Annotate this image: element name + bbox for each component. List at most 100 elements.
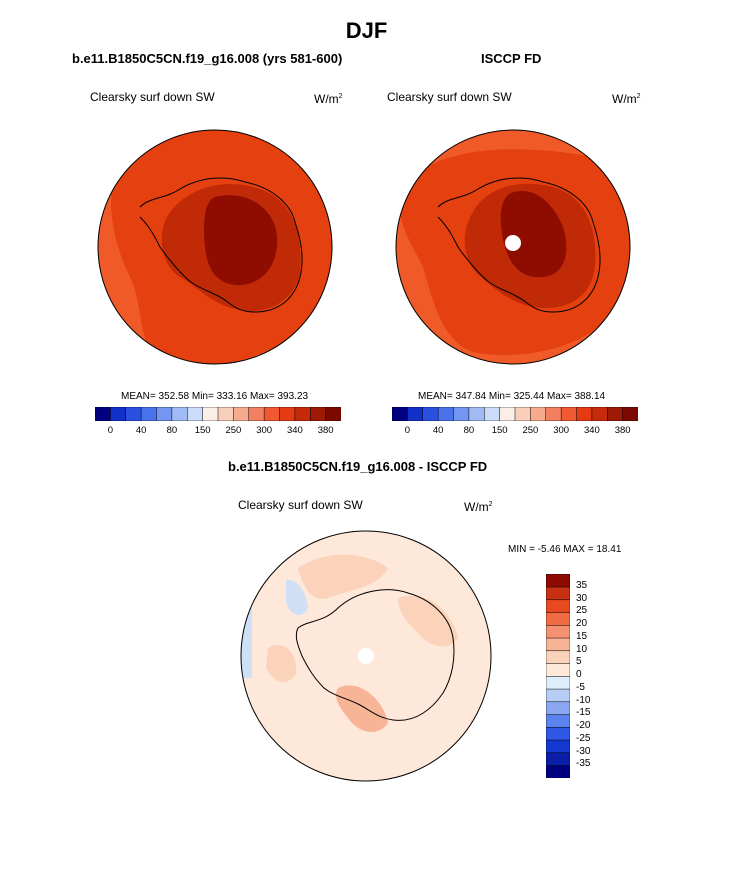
- panel3-field-edge-negative-right: [468, 548, 491, 588]
- colorbar-swatch: [546, 739, 570, 754]
- colorbar-swatch: [514, 407, 531, 421]
- colorbar-tick-label: 340: [583, 425, 600, 436]
- colorbar-swatch: [156, 407, 173, 421]
- panel3-coastline: [295, 589, 455, 721]
- colorbar-tick-label: 300: [256, 425, 273, 436]
- panel3-colorbar: [546, 574, 570, 778]
- colorbar-swatch: [325, 407, 341, 421]
- colorbar-swatch: [248, 407, 265, 421]
- colorbar-tick-label: -5: [576, 681, 585, 693]
- colorbar-tick-label: 20: [576, 618, 588, 629]
- panel3-polar-map: [240, 530, 492, 782]
- colorbar-swatch: [546, 637, 570, 652]
- colorbar-swatch: [468, 407, 485, 421]
- colorbar-tick-label: -35: [576, 758, 591, 770]
- colorbar-swatch: [576, 407, 593, 421]
- colorbar-tick-label: 15: [576, 630, 588, 642]
- colorbar-swatch: [453, 407, 470, 421]
- panel3-field-patch-c: [336, 685, 388, 733]
- colorbar-tick-label: 0: [107, 425, 114, 436]
- colorbar-swatch: [546, 650, 570, 664]
- colorbar-swatch: [437, 407, 455, 421]
- colorbar-swatch: [530, 407, 547, 421]
- panel2-pole-hole: [505, 235, 521, 251]
- colorbar-swatch: [422, 407, 439, 421]
- page-title: DJF: [345, 18, 388, 43]
- colorbar-swatch: [95, 407, 111, 421]
- panel2-polar-map: [395, 129, 631, 365]
- panel1-colorbar-ticks: 0 40 80 150 250 300 340 380: [95, 425, 341, 439]
- colorbar-swatch: [202, 407, 219, 421]
- panel2-field-plateau: [500, 191, 567, 278]
- colorbar-swatch: [546, 574, 570, 588]
- colorbar-swatch: [546, 612, 570, 626]
- colorbar-tick-label: 300: [553, 425, 570, 436]
- panel1-polar-map: [97, 129, 333, 365]
- panel1-title: b.e11.B1850C5CN.f19_g16.008 (yrs 581-600…: [72, 51, 343, 66]
- panel3-title: b.e11.B1850C5CN.f19_g16.008 - ISCCP FD: [228, 459, 488, 474]
- colorbar-swatch: [546, 714, 570, 728]
- colorbar-swatch: [187, 407, 204, 421]
- panel3-units-label: W/m2: [464, 500, 493, 514]
- colorbar-swatch: [310, 407, 327, 421]
- panel2-variable-label: Clearsky surf down SW: [387, 90, 512, 104]
- colorbar-tick-label: 0: [404, 425, 411, 436]
- colorbar-swatch: [546, 586, 570, 601]
- panel1-units-label: W/m2: [314, 92, 343, 106]
- panel2-units-label: W/m2: [612, 92, 641, 106]
- colorbar-tick-label: 150: [194, 425, 211, 436]
- panel1-field-plateau: [204, 195, 278, 286]
- colorbar-tick-label: 250: [225, 425, 242, 436]
- colorbar-swatch: [591, 407, 608, 421]
- colorbar-swatch: [233, 407, 250, 421]
- colorbar-swatch: [407, 407, 424, 421]
- colorbar-tick-label: -20: [576, 720, 591, 731]
- colorbar-swatch: [171, 407, 188, 421]
- panel3-stats: MIN = -5.46 MAX = 18.41: [508, 544, 622, 555]
- colorbar-tick-label: 250: [522, 425, 539, 436]
- panel3-field-edge-negative-left: [241, 608, 252, 678]
- panel2-coastline: [437, 177, 601, 313]
- colorbar-swatch: [546, 663, 570, 677]
- panel3-field-negative: [286, 579, 308, 616]
- colorbar-tick-label: 80: [166, 425, 178, 436]
- colorbar-swatch: [484, 407, 501, 421]
- colorbar-swatch: [546, 701, 570, 715]
- panel1-colorbar: [95, 407, 341, 421]
- colorbar-swatch: [546, 765, 570, 778]
- colorbar-tick-label: 150: [491, 425, 508, 436]
- colorbar-tick-label: 35: [576, 579, 588, 591]
- colorbar-tick-label: 25: [576, 605, 588, 617]
- panel2-colorbar-ticks: 0 40 80 150 250 300 340 380: [392, 425, 638, 439]
- colorbar-swatch: [263, 407, 281, 421]
- colorbar-swatch: [546, 675, 570, 690]
- panel2-stats: MEAN= 347.84 Min= 325.44 Max= 388.14: [418, 391, 606, 402]
- colorbar-swatch: [294, 407, 311, 421]
- colorbar-tick-label: 380: [317, 425, 334, 436]
- panel3-variable-label: Clearsky surf down SW: [238, 498, 363, 512]
- colorbar-swatch: [279, 407, 296, 421]
- colorbar-swatch: [499, 407, 516, 421]
- panel3-colorbar-ticks: 35 30 25 20 15 10 5 0 -5 -10 -15 -20 -25 -30 -35: [576, 574, 616, 778]
- colorbar-swatch: [546, 726, 570, 741]
- colorbar-swatch: [607, 407, 624, 421]
- panel3-field-patch-a: [298, 554, 388, 599]
- panel1-variable-label: Clearsky surf down SW: [90, 90, 215, 104]
- colorbar-tick-label: 380: [614, 425, 631, 436]
- colorbar-tick-label: 340: [286, 425, 303, 436]
- panel3-pole-hole: [358, 648, 374, 664]
- colorbar-tick-label: 10: [576, 643, 588, 655]
- colorbar-swatch: [622, 407, 638, 421]
- colorbar-tick-label: 30: [576, 592, 588, 604]
- panel1-stats: MEAN= 352.58 Min= 333.16 Max= 393.23: [121, 391, 309, 402]
- panel3-field-patch-d: [266, 644, 297, 683]
- colorbar-swatch: [110, 407, 127, 421]
- colorbar-tick-label: -15: [576, 707, 591, 719]
- panel2-colorbar: [392, 407, 638, 421]
- colorbar-tick-label: -25: [576, 732, 591, 744]
- panel2-title: ISCCP FD: [481, 51, 542, 66]
- colorbar-tick-label: -30: [576, 745, 591, 757]
- colorbar-swatch: [546, 624, 570, 639]
- colorbar-swatch: [217, 407, 234, 421]
- colorbar-swatch: [546, 599, 570, 613]
